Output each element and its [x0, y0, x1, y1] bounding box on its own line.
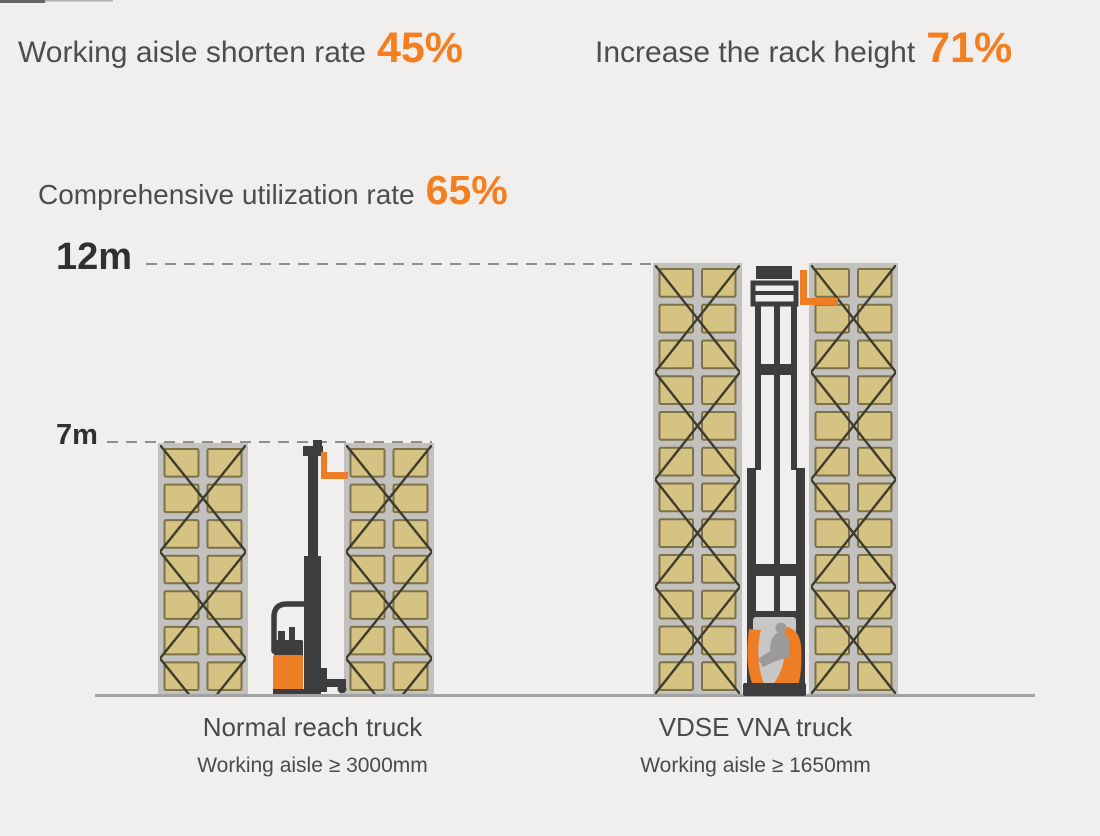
stat-value: 65%	[425, 167, 508, 213]
stat-label: Working aisle shorten rate	[18, 36, 366, 69]
caption-vdse-vna-truck: VDSE VNA truck Working aisle ≥ 1650mm	[598, 714, 913, 776]
screenshot-edge-artifact	[45, 0, 113, 2]
aisle-note: Working aisle ≥ 3000mm	[197, 754, 428, 777]
stat-comprehensive-utilization-rate: Comprehensive utilization rate 65%	[38, 170, 508, 211]
truck-name: Normal reach truck	[202, 712, 423, 742]
ground-line	[95, 694, 1035, 697]
aisle-note: Working aisle ≥ 1650mm	[640, 754, 871, 777]
operator-figure	[758, 632, 789, 667]
stat-increase-rack-height: Increase the rack height 71%	[595, 27, 1012, 70]
pallet-rack	[809, 263, 898, 696]
pallet-rack	[158, 443, 248, 696]
stat-label: Comprehensive utilization rate	[38, 179, 415, 210]
height-label-7m: 7m	[56, 419, 98, 451]
normal-reach-truck-illustration	[271, 440, 348, 694]
vna-truck-illustration	[743, 266, 838, 696]
stat-value: 45%	[376, 24, 464, 72]
pallet-rack	[653, 263, 742, 696]
stat-value: 71%	[926, 24, 1013, 72]
operator-figure	[775, 622, 787, 634]
stat-label: Increase the rack height	[595, 36, 916, 69]
screenshot-edge-artifact	[0, 0, 45, 3]
caption-normal-reach-truck: Normal reach truck Working aisle ≥ 3000m…	[155, 714, 470, 776]
pallet-rack	[344, 443, 434, 696]
truck-name: VDSE VNA truck	[658, 712, 853, 742]
height-label-12m: 12m	[56, 236, 133, 278]
stat-working-aisle-shorten-rate: Working aisle shorten rate 45%	[18, 27, 463, 70]
